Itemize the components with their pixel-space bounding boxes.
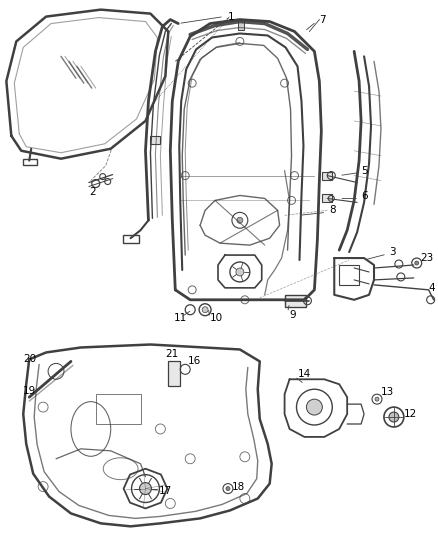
Circle shape (226, 487, 230, 490)
Bar (123, 235, 138, 243)
Bar (322, 172, 332, 180)
Text: 9: 9 (290, 310, 296, 320)
Text: 4: 4 (429, 283, 435, 293)
Circle shape (415, 261, 419, 265)
Text: 20: 20 (23, 354, 36, 365)
Bar (168, 361, 180, 386)
Circle shape (307, 399, 322, 415)
Bar (23, 159, 37, 165)
Circle shape (389, 412, 399, 422)
Text: 10: 10 (210, 313, 223, 322)
Bar (238, 20, 244, 29)
Circle shape (236, 268, 244, 276)
Text: 16: 16 (188, 357, 201, 366)
Text: 14: 14 (297, 369, 311, 379)
Bar (150, 136, 160, 144)
Text: 21: 21 (165, 350, 179, 359)
Circle shape (375, 397, 379, 401)
Text: 11: 11 (174, 313, 187, 322)
Text: 7: 7 (319, 14, 326, 25)
Text: 17: 17 (159, 486, 172, 496)
Bar (339, 265, 359, 285)
Bar (96, 394, 141, 424)
Circle shape (237, 217, 243, 223)
Bar (322, 195, 332, 203)
Circle shape (202, 307, 208, 313)
Text: 8: 8 (329, 205, 336, 215)
Text: 1: 1 (228, 12, 235, 22)
Text: 13: 13 (381, 387, 394, 397)
Circle shape (140, 482, 152, 495)
Text: 19: 19 (23, 386, 36, 396)
Text: 3: 3 (389, 247, 396, 257)
Text: 2: 2 (89, 188, 95, 197)
Text: 23: 23 (421, 253, 434, 263)
Text: 12: 12 (404, 409, 417, 419)
Text: 6: 6 (361, 191, 368, 201)
Text: 18: 18 (232, 482, 245, 491)
Text: 5: 5 (361, 166, 368, 175)
Bar (285, 295, 307, 307)
